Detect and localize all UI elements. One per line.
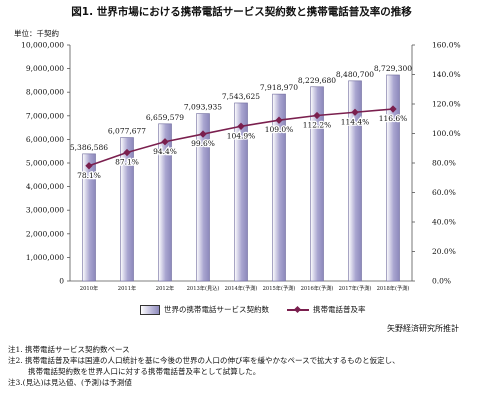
source-note: 矢野経済研究所推計 [387, 324, 459, 333]
x-tick-label: 2013年(見込) [187, 284, 220, 292]
note-1: 注1. 携帯電話サービス契約数ベース [8, 345, 130, 354]
left-tick-label: 0 [59, 277, 64, 286]
left-tick-label: 8,000,000 [26, 88, 64, 97]
left-tick-label: 1,000,000 [26, 253, 64, 262]
unit-label: 単位：千契約 [14, 29, 59, 38]
left-tick-label: 7,000,000 [26, 111, 64, 120]
bar [348, 80, 362, 282]
line-point [351, 108, 359, 116]
line-value-label: 78.1% [77, 171, 101, 180]
legend: 世界の携帯電話サービス契約数 携帯電話普及率 [140, 304, 366, 315]
line-value-label: 114.4% [341, 117, 370, 126]
left-tick-label: 4,000,000 [26, 182, 64, 191]
bar-value-label: 7,093,935 [184, 103, 222, 112]
line-point [237, 122, 245, 130]
bar-value-label: 6,659,579 [146, 113, 184, 122]
right-tick-label: 40.0% [432, 218, 456, 227]
line-point [85, 162, 93, 170]
line-value-label: 99.6% [191, 139, 215, 148]
note-2: 注2. 携帯電話普及率は国連の人口統計を基に今後の世界の人口の伸び率を緩やかなペ… [8, 356, 400, 365]
line-point [123, 148, 131, 157]
line-point [313, 111, 321, 120]
x-tick-label: 2014年(予測) [225, 284, 258, 292]
bar [386, 74, 400, 282]
line-value-label: 116.6% [379, 114, 408, 123]
bar-value-label: 6,077,677 [108, 127, 146, 136]
x-tick-label: 2018年(予測) [377, 284, 410, 292]
line-value-label: 87.1% [115, 158, 139, 167]
bar-value-label: 5,386,586 [70, 143, 108, 152]
legend-line-label: 携帯電話普及率 [313, 305, 366, 314]
left-tick-label: 3,000,000 [26, 206, 64, 215]
bar-value-label: 8,480,700 [336, 70, 374, 79]
line-value-label: 94.4% [153, 147, 177, 156]
bar-value-label: 8,229,680 [298, 76, 336, 85]
legend-line-swatch [287, 306, 309, 314]
x-tick-label: 2015年(予測) [263, 284, 296, 292]
left-tick-label: 6,000,000 [26, 135, 64, 144]
x-tick-label: 2016年(予測) [301, 284, 334, 292]
left-tick-label: 2,000,000 [26, 229, 64, 238]
legend-bar-label: 世界の携帯電話サービス契約数 [164, 305, 269, 314]
x-tick-label: 2017年(予測) [339, 284, 372, 292]
right-tick-label: 100.0% [432, 129, 461, 138]
chart-title: 図1. 世界市場における携帯電話サービス契約数と携帯電話普及率の推移 [71, 6, 412, 18]
chart-area: 0 1,000,000 2,000,000 3,000,000 4,000,000 5,0… [21, 41, 461, 293]
line-value-label: 109.0% [265, 125, 294, 134]
right-tick-label: 80.0% [432, 159, 456, 168]
line-point [275, 116, 283, 124]
left-tick-label: 5,000,000 [26, 159, 64, 168]
bar [196, 113, 210, 282]
bar [272, 93, 286, 282]
left-tick-label: 10,000,000 [21, 41, 64, 50]
bar-value-label: 7,918,970 [260, 83, 298, 92]
line-value-label: 104.9% [227, 131, 256, 140]
right-tick-label: 140.0% [432, 70, 461, 79]
right-tick-label: 60.0% [432, 188, 456, 197]
line-point [389, 105, 397, 113]
bar [310, 86, 324, 282]
bar-value-label: 8,729,300 [374, 64, 412, 73]
x-tick-label: 2011年 [118, 284, 136, 292]
bar [82, 153, 96, 282]
bar [234, 102, 248, 282]
right-tick-label: 0.0% [432, 277, 451, 286]
bar [120, 137, 134, 282]
right-tick-label: 120.0% [432, 100, 461, 109]
notes: 注1. 携帯電話サービス契約数ベース 注2. 携帯電話普及率は国連の人口統計を基… [8, 344, 400, 388]
line-value-label: 112.2% [303, 121, 332, 130]
legend-bar-swatch [140, 304, 160, 315]
x-tick-label: 2012年 [156, 284, 174, 292]
bar-value-label: 7,543,625 [222, 92, 260, 101]
left-tick-label: 9,000,000 [26, 64, 64, 73]
note-2-continued: 携帯電話契約数を世界人口に対する携帯電話普及率として試算した。 [28, 367, 261, 376]
right-tick-label: 20.0% [432, 247, 456, 256]
right-tick-label: 160.0% [432, 41, 461, 50]
bar [158, 123, 172, 282]
x-tick-label: 2010年 [80, 284, 98, 292]
note-3: 注3.(見込)は見込値、(予測)は予測値 [8, 378, 132, 387]
